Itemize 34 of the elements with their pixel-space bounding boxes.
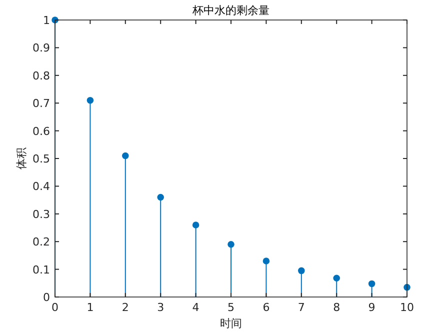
chart-title: 杯中水的剩余量 [192, 4, 270, 17]
x-axis-title: 时间 [220, 317, 242, 330]
point [228, 240, 234, 248]
y-axis-title: 体积 [15, 148, 28, 170]
point [192, 222, 200, 228]
x-tick-label: 10 [400, 301, 414, 314]
point [333, 274, 340, 282]
point [262, 258, 270, 264]
y-tick-label: 0.2 [32, 236, 50, 249]
y-tick-label: 0.3 [32, 208, 50, 221]
point [157, 194, 164, 201]
y-tick-label: 0.5 [32, 152, 50, 166]
point [298, 267, 305, 274]
y-tick-label: 0.7 [32, 97, 50, 110]
y-tick-label: 0.6 [32, 124, 50, 138]
y-tick-label: 0 [43, 291, 50, 304]
y-tick-label: 0.4 [32, 180, 50, 194]
x-tick-label: 4 [192, 301, 200, 314]
x-tick-label: 5 [228, 301, 234, 314]
point [86, 96, 94, 104]
point [122, 152, 129, 160]
x-tick-label: 3 [157, 301, 164, 314]
x-tick-label: 9 [368, 301, 376, 314]
x-tick-label: 2 [122, 301, 129, 314]
x-tick-label: 6 [262, 301, 270, 314]
point [368, 280, 376, 288]
x-tick-label: 8 [333, 301, 340, 314]
x-tick-label: 0 [52, 301, 58, 314]
y-tick-label: 1 [43, 14, 50, 27]
x-tick-label: 1 [86, 301, 94, 314]
x-tick-label: 7 [298, 301, 305, 314]
y-tick-label: 0.1 [32, 263, 50, 276]
y-tick-label: 0.8 [32, 69, 50, 82]
y-tick-label: 0.9 [32, 42, 50, 55]
